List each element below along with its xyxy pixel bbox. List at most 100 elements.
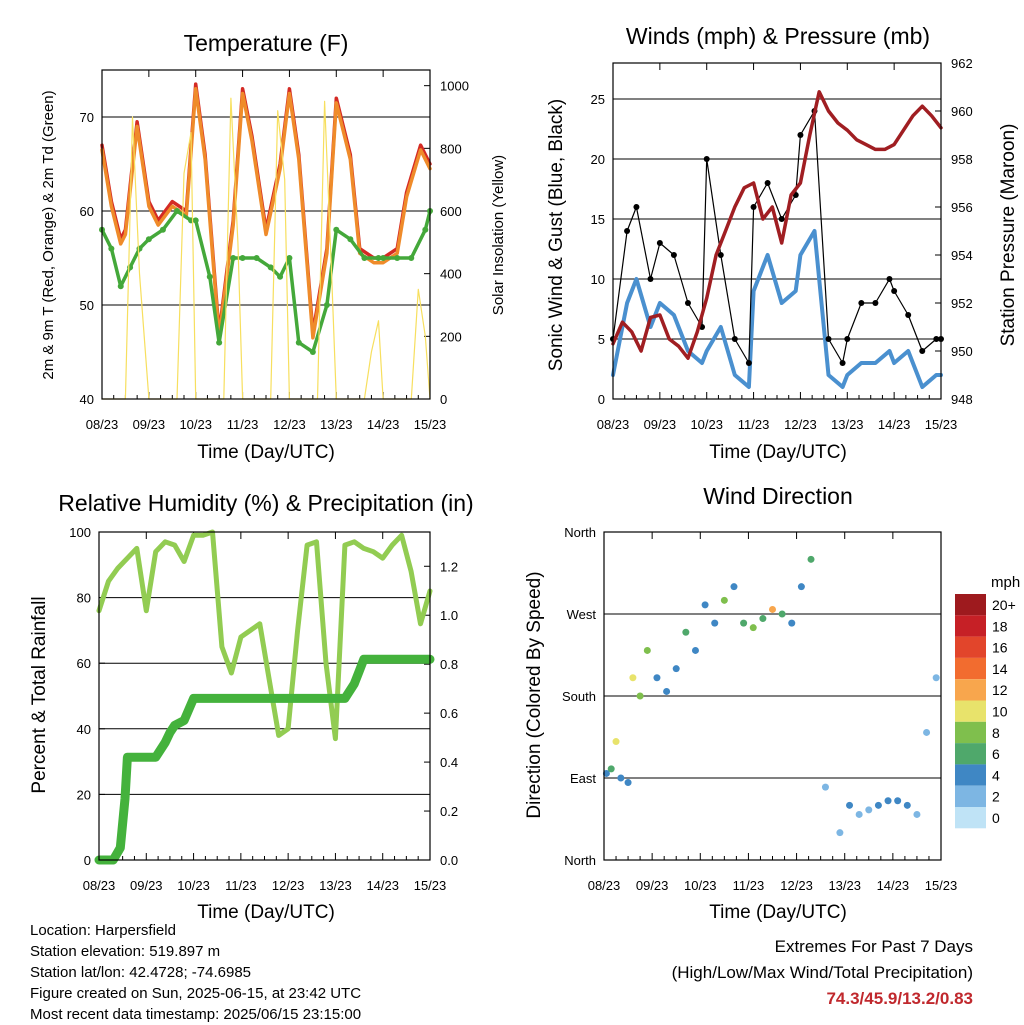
winds-series-point bbox=[670, 252, 677, 258]
speed-legend-swatch bbox=[955, 594, 986, 616]
winds-title: Winds (mph) & Pressure (mb) bbox=[626, 23, 930, 49]
speed-legend-swatch bbox=[955, 636, 986, 658]
winds-xlabel: Time (Day/UTC) bbox=[709, 442, 847, 463]
speed-legend-label: 12 bbox=[992, 682, 1008, 698]
speed-legend-swatch bbox=[955, 807, 986, 829]
winds-y2tick-label: 948 bbox=[951, 392, 973, 407]
winds-series-point bbox=[684, 300, 691, 306]
direction-xtick-label: 08/23 bbox=[588, 878, 621, 893]
direction-point bbox=[653, 674, 661, 682]
winds-ylabel-left: Sonic Wind & Gust (Blue, Black) bbox=[546, 99, 567, 371]
winds-xtick-label: 13/23 bbox=[831, 417, 864, 432]
humidity-xtick-label: 08/23 bbox=[83, 878, 116, 893]
direction-xtick-label: 12/23 bbox=[780, 878, 813, 893]
humidity-ytick-label: 100 bbox=[69, 525, 91, 540]
temperature-ytick-label: 50 bbox=[80, 298, 94, 313]
speed-legend-label: 0 bbox=[992, 810, 1000, 826]
direction-point bbox=[807, 555, 815, 563]
temperature-series-point bbox=[230, 255, 237, 261]
temperature-series-point bbox=[361, 255, 368, 261]
winds-series-point bbox=[797, 132, 804, 138]
humidity-xtick-label: 15/23 bbox=[414, 878, 447, 893]
temperature-xtick-label: 08/23 bbox=[86, 417, 119, 432]
winds-series-line bbox=[611, 90, 943, 360]
winds-series-point bbox=[919, 348, 926, 354]
winds-series-point bbox=[872, 300, 879, 306]
humidity-y2tick-label: 0.4 bbox=[440, 755, 458, 770]
temperature-ylabel-right: Solar Insolation (Yellow) bbox=[490, 155, 507, 315]
temperature-y2tick-label: 800 bbox=[440, 141, 462, 156]
direction-point bbox=[720, 596, 728, 604]
winds-plot-frame bbox=[612, 62, 942, 400]
winds-series-point bbox=[745, 360, 752, 366]
speed-legend-label: 20+ bbox=[992, 597, 1016, 613]
humidity-xlabel: Time (Day/UTC) bbox=[197, 902, 335, 923]
temperature-series-point bbox=[375, 255, 382, 261]
direction-xtick-label: 15/23 bbox=[925, 878, 958, 893]
winds-y2tick-label: 962 bbox=[951, 56, 973, 71]
temperature-series-point bbox=[394, 255, 401, 261]
direction-point bbox=[855, 810, 863, 818]
winds-series-point bbox=[717, 252, 724, 258]
humidity-ytick-label: 40 bbox=[77, 722, 91, 737]
winds-series-point bbox=[764, 180, 771, 186]
winds-series-point bbox=[647, 276, 654, 282]
direction-point bbox=[865, 806, 873, 814]
temperature-series-point bbox=[267, 264, 274, 271]
winds-y2tick-label: 956 bbox=[951, 200, 973, 215]
direction-point bbox=[730, 583, 738, 591]
direction-point bbox=[836, 829, 844, 837]
direction-point bbox=[874, 801, 882, 809]
direction-point bbox=[602, 769, 610, 777]
station-info: Location: Harpersfield Station elevation… bbox=[30, 920, 361, 1025]
temperature-xtick-label: 15/23 bbox=[414, 417, 447, 432]
temperature-xtick-label: 09/23 bbox=[133, 417, 166, 432]
speed-legend-swatch bbox=[955, 615, 986, 637]
speed-legend-title: mph bbox=[991, 574, 1020, 591]
direction-xlabel: Time (Day/UTC) bbox=[709, 902, 847, 923]
temperature-series-point bbox=[127, 264, 134, 271]
winds-xtick-label: 11/23 bbox=[738, 417, 770, 432]
humidity-xtick-label: 13/23 bbox=[319, 878, 352, 893]
humidity-y2tick-label: 0.6 bbox=[440, 706, 458, 721]
extremes-title: Extremes For Past 7 Days bbox=[774, 937, 973, 956]
winds-series-point bbox=[656, 240, 663, 246]
info-latlon: Station lat/lon: 42.4728; -74.6985 bbox=[30, 964, 252, 981]
direction-point bbox=[701, 601, 709, 609]
direction-xtick-label: 09/23 bbox=[636, 878, 669, 893]
winds-y2tick-label: 950 bbox=[951, 344, 973, 359]
temperature-series-point bbox=[239, 255, 246, 261]
direction-xtick-label: 13/23 bbox=[828, 878, 861, 893]
speed-legend-label: 6 bbox=[992, 746, 1000, 762]
temperature-series-line bbox=[101, 97, 431, 400]
direction-ytick-label: North bbox=[564, 853, 596, 868]
winds-series-point bbox=[778, 216, 785, 222]
direction-point bbox=[923, 728, 931, 736]
temperature-series-point bbox=[286, 255, 293, 261]
winds-series-point bbox=[891, 288, 898, 294]
temperature-ytick-label: 70 bbox=[80, 110, 94, 125]
winds-series-point bbox=[844, 336, 851, 342]
direction-xtick-label: 11/23 bbox=[733, 878, 765, 893]
temperature-ytick-label: 60 bbox=[80, 204, 94, 219]
direction-point bbox=[778, 610, 786, 618]
humidity-xtick-label: 11/23 bbox=[225, 878, 257, 893]
speed-legend-swatch bbox=[955, 743, 986, 765]
direction-point bbox=[607, 765, 615, 773]
winds-series-point bbox=[703, 156, 710, 162]
extremes-subtitle: (High/Low/Max Wind/Total Precipitation) bbox=[671, 963, 973, 982]
temperature-series-point bbox=[136, 245, 143, 252]
temperature-xtick-label: 13/23 bbox=[320, 417, 353, 432]
speed-legend-label: 4 bbox=[992, 767, 1000, 783]
humidity-xtick-label: 09/23 bbox=[130, 878, 163, 893]
direction-point bbox=[932, 674, 940, 682]
direction-xtick-label: 14/23 bbox=[877, 878, 910, 893]
temperature-xtick-label: 10/23 bbox=[179, 417, 212, 432]
winds-xtick-label: 08/23 bbox=[597, 417, 630, 432]
info-elevation: Station elevation: 519.897 m bbox=[30, 943, 221, 960]
temperature-series-point bbox=[295, 339, 302, 346]
speed-legend-label: 2 bbox=[992, 789, 1000, 805]
direction-point bbox=[788, 619, 796, 627]
direction-point bbox=[769, 605, 776, 613]
